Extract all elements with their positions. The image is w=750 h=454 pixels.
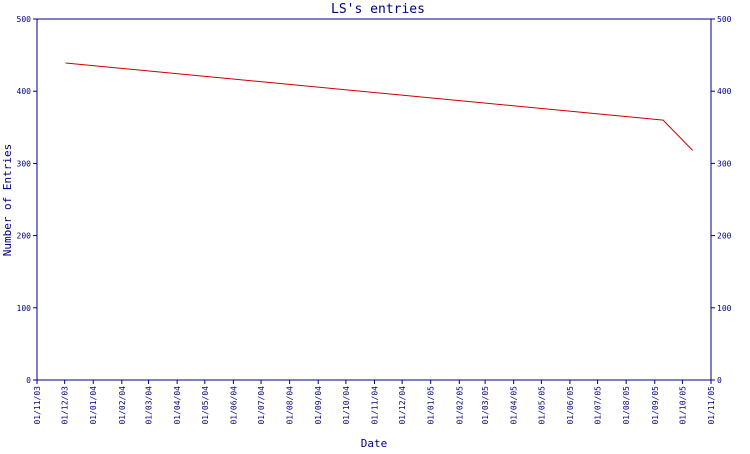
x-tick-label: 01/07/04 [257,386,266,425]
y-axis-left: 0 100 200 300 400 500 [17,15,37,385]
y-tick-label-right: 300 [717,159,732,168]
y-tick-label-right: 0 [717,376,722,385]
x-tick-label: 01/10/04 [342,386,351,425]
x-tick-label: 01/03/05 [481,386,490,425]
x-tick-label: 01/11/04 [370,386,379,425]
y-tick-label-right: 500 [717,15,732,24]
x-tick-label: 01/04/04 [173,386,182,425]
series-line [65,62,693,151]
series-layer [65,62,693,151]
y-tick-label-right: 400 [717,87,732,96]
x-tick-label: 01/12/03 [61,386,70,425]
y-axis-right: 0 100 200 300 400 500 [711,15,732,385]
x-tick-label: 01/09/04 [314,386,323,425]
x-tick-label: 01/11/05 [707,386,716,425]
x-tick-label: 01/01/04 [89,386,98,425]
plot-frame [36,18,712,381]
y-tick-label-left: 0 [26,376,31,385]
x-tick-label: 01/09/05 [651,386,660,425]
x-tick-label: 01/08/05 [622,386,631,425]
y-tick-label-left: 100 [17,304,32,313]
x-tick-label: 01/05/04 [201,386,210,425]
y-tick-label-right: 100 [717,304,732,313]
y-tick-label-right: 200 [717,232,732,241]
x-tick-label: 01/01/05 [427,386,436,425]
x-tick-label: 01/04/05 [510,386,519,425]
x-tick-label: 01/12/04 [398,386,407,425]
x-tick-label: 01/05/05 [537,386,546,425]
x-tick-label: 01/08/04 [286,386,295,425]
x-axis: 01/11/03 01/12/03 01/01/04 01/02/04 01/03/04… [33,380,716,425]
y-tick-label-left: 500 [17,15,32,24]
y-tick-label-left: 400 [17,87,32,96]
x-tick-label: 01/10/05 [678,386,687,425]
x-axis-label: Date [361,437,388,450]
y-tick-label-left: 300 [17,159,32,168]
x-tick-label: 01/02/04 [118,386,127,425]
y-tick-label-left: 200 [17,232,32,241]
x-tick-label: 01/06/04 [229,386,238,425]
x-tick-label: 01/11/03 [33,386,42,425]
y-axis-label: Number of Entries [1,144,14,257]
x-tick-label: 01/03/04 [145,386,154,425]
x-tick-label: 01/02/05 [455,386,464,425]
x-tick-label: 01/06/05 [566,386,575,425]
chart-title: LS's entries [331,2,425,17]
x-tick-label: 01/07/05 [594,386,603,425]
